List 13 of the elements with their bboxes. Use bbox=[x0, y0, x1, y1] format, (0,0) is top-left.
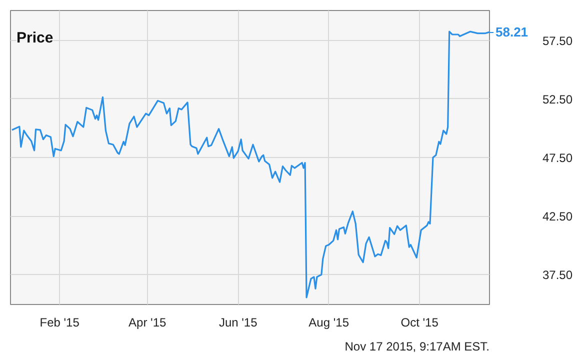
x-tick-label: Apr '15 bbox=[128, 316, 167, 330]
annotation: 58.21 bbox=[496, 24, 528, 40]
x-tick-label: Feb '15 bbox=[40, 316, 80, 330]
y-tick-label: 57.50 bbox=[542, 34, 573, 48]
text: Nov 17 2015, 9:17AM EST. bbox=[344, 340, 490, 354]
y-tick-label: 42.50 bbox=[542, 210, 573, 224]
y-tick-label: 37.50 bbox=[542, 268, 573, 282]
x-tick-label: Oct '15 bbox=[400, 316, 439, 330]
y-tick-label: 52.50 bbox=[542, 92, 573, 106]
x-tick-label: Jun '15 bbox=[218, 316, 258, 330]
y-tick-label: 47.50 bbox=[542, 151, 573, 165]
x-tick-label: Aug '15 bbox=[308, 316, 350, 330]
text: Price bbox=[16, 30, 54, 46]
